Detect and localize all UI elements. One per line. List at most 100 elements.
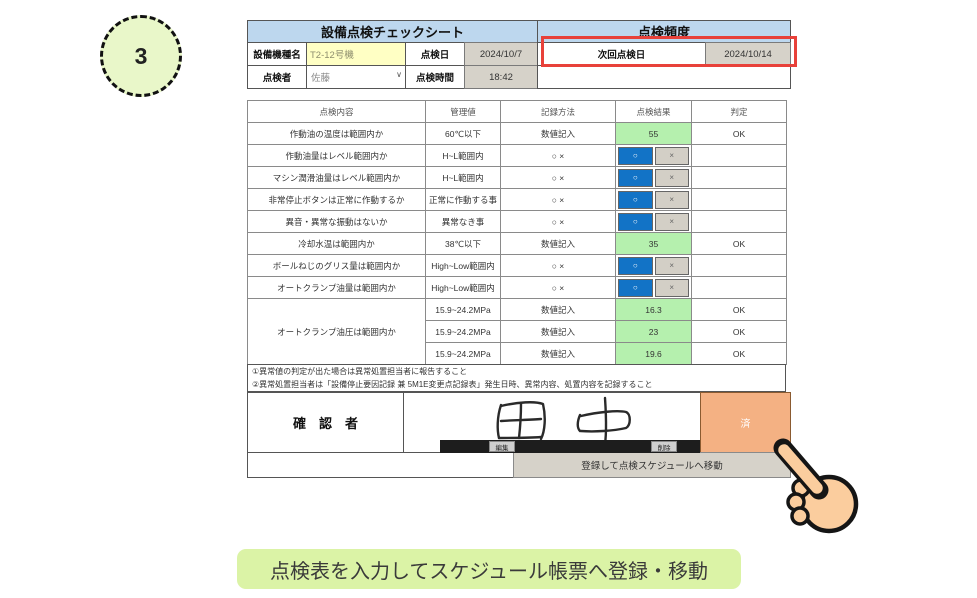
method-value: ○ × — [500, 276, 616, 299]
result-toggle: ○ × — [618, 278, 689, 297]
result-number-field[interactable]: 55 — [615, 122, 692, 145]
item-label: 非常停止ボタンは正常に作動するか — [247, 188, 426, 211]
table-row: オートクランプ油量は範囲内か High~Low範囲内 ○ × ○ × — [247, 276, 787, 299]
method-value: ○ × — [500, 188, 616, 211]
item-label: オートクランプ油量は範囲内か — [247, 276, 426, 299]
method-value: ○ × — [500, 144, 616, 167]
table-row: ボールねじのグリス量は範囲内か High~Low範囲内 ○ × ○ × — [247, 254, 787, 277]
item-label: 冷却水温は範囲内か — [247, 232, 426, 255]
limit-value: 38℃以下 — [425, 232, 501, 255]
notes-box: ①異常値の判定が出た場合は異常処置担当者に報告すること ②異常処置担当者は「設備… — [247, 364, 786, 392]
judgment-value — [691, 254, 787, 277]
signature-edit-button[interactable]: 編集 — [489, 441, 515, 452]
limit-value: 15.9~24.2MPa — [425, 320, 501, 343]
cross-toggle-button[interactable]: × — [654, 168, 689, 187]
col-method: 記録方法 — [500, 100, 616, 123]
judgment-value: OK — [691, 342, 787, 365]
item-label: 作動油の温度は範囲内か — [247, 122, 426, 145]
table-row: 異音・異常な振動はないか 異常なき事 ○ × ○ × — [247, 210, 787, 233]
col-judgment: 判定 — [691, 100, 787, 123]
limit-value: 15.9~24.2MPa — [425, 342, 501, 365]
table-row: 作動油の温度は範囲内か 60℃以下 数値記入 55 OK — [247, 122, 787, 145]
circle-toggle-button[interactable]: ○ — [618, 190, 653, 209]
method-value: ○ × — [500, 210, 616, 233]
method-value: 数値記入 — [500, 298, 616, 321]
inspector-value: 佐藤 — [311, 73, 331, 84]
chevron-down-icon: ∨ — [396, 70, 402, 79]
inspector-select[interactable]: 佐藤 ∨ — [306, 65, 406, 89]
header-empty-cell — [537, 65, 791, 89]
limit-value: 60℃以下 — [425, 122, 501, 145]
note-line-2: ②異常処置担当者は「設備停止要因記録 兼 5M1E変更点記録表」発生日時、異常内… — [252, 379, 653, 389]
item-label: 異音・異常な振動はないか — [247, 210, 426, 233]
confirmer-label: 確 認 者 — [247, 392, 404, 453]
table-row: オートクランプ油圧は範囲内か 15.9~24.2MPa 数値記入 16.3 OK — [247, 298, 787, 365]
circle-toggle-button[interactable]: ○ — [618, 168, 653, 187]
cross-toggle-button[interactable]: × — [654, 212, 689, 231]
circle-toggle-button[interactable]: ○ — [618, 278, 653, 297]
judgment-value: OK — [691, 232, 787, 255]
limit-value: High~Low範囲内 — [425, 254, 501, 277]
method-value: ○ × — [500, 254, 616, 277]
method-value: 数値記入 — [500, 122, 616, 145]
sheet-title: 設備点検チェックシート — [247, 20, 538, 43]
result-number-field[interactable]: 35 — [615, 232, 692, 255]
register-and-go-button[interactable]: 登録して点検スケジュールへ移動 — [513, 452, 791, 478]
result-toggle: ○ × — [618, 190, 689, 209]
cross-toggle-button[interactable]: × — [654, 278, 689, 297]
method-value: 数値記入 — [500, 342, 616, 365]
judgment-value — [691, 166, 787, 189]
table-row: マシン潤滑油量はレベル範囲内か H~L範囲内 ○ × ○ × — [247, 166, 787, 189]
judgment-value: OK — [691, 298, 787, 321]
judgment-value — [691, 144, 787, 167]
cross-toggle-button[interactable]: × — [654, 256, 689, 275]
col-content: 点検内容 — [247, 100, 426, 123]
time-label: 点検時間 — [405, 65, 465, 89]
result-number-field[interactable]: 16.3 — [615, 298, 692, 321]
judgment-value — [691, 210, 787, 233]
limit-value: H~L範囲内 — [425, 166, 501, 189]
item-label: マシン潤滑油量はレベル範囲内か — [247, 166, 426, 189]
limit-value: 正常に作動する事 — [425, 188, 501, 211]
judgment-value: OK — [691, 320, 787, 343]
result-number-field[interactable]: 23 — [615, 320, 692, 343]
hand-cursor-icon — [773, 438, 859, 534]
equipment-label: 設備機種名 — [247, 42, 307, 66]
circle-toggle-button[interactable]: ○ — [618, 212, 653, 231]
inspection-table: 点検内容 管理値 記録方法 点検結果 判定 作動油の温度は範囲内か 60℃以下 … — [247, 100, 787, 365]
method-value: 数値記入 — [500, 320, 616, 343]
inspection-date-field[interactable]: 2024/10/7 — [464, 42, 538, 66]
table-row: 15.9~24.2MPa 数値記入 23 OK — [248, 320, 787, 343]
step-number: 3 — [134, 42, 148, 69]
circle-toggle-button[interactable]: ○ — [618, 146, 653, 165]
result-toggle: ○ × — [618, 256, 689, 275]
caption-banner: 点検表を入力してスケジュール帳票へ登録・移動 — [237, 549, 741, 589]
col-limit: 管理値 — [425, 100, 501, 123]
next-date-highlight — [541, 36, 797, 67]
result-number-field[interactable]: 19.6 — [615, 342, 692, 365]
judgment-value: OK — [691, 122, 787, 145]
item-label-merged: オートクランプ油圧は範囲内か — [247, 298, 426, 365]
table-row: 15.9~24.2MPa 数値記入 19.6 OK — [248, 342, 787, 365]
step-badge: 3 — [100, 15, 182, 97]
note-line-1: ①異常値の判定が出た場合は異常処置担当者に報告すること — [252, 367, 468, 376]
circle-toggle-button[interactable]: ○ — [618, 256, 653, 275]
method-value: 数値記入 — [500, 232, 616, 255]
table-row: 冷却水温は範囲内か 38℃以下 数値記入 35 OK — [247, 232, 787, 255]
item-label: ボールねじのグリス量は範囲内か — [247, 254, 426, 277]
footer-empty-cell — [247, 452, 514, 478]
result-toggle: ○ × — [618, 212, 689, 231]
result-toggle: ○ × — [618, 146, 689, 165]
signature-delete-button[interactable]: 削除 — [651, 441, 677, 452]
cross-toggle-button[interactable]: × — [654, 146, 689, 165]
limit-value: High~Low範囲内 — [425, 276, 501, 299]
inspection-time-field[interactable]: 18:42 — [464, 65, 538, 89]
inspector-label: 点検者 — [247, 65, 307, 89]
judgment-value — [691, 276, 787, 299]
equipment-name-field[interactable]: T2-12号機 — [306, 42, 406, 66]
limit-value: H~L範囲内 — [425, 144, 501, 167]
limit-value: 異常なき事 — [425, 210, 501, 233]
method-value: ○ × — [500, 166, 616, 189]
cross-toggle-button[interactable]: × — [654, 190, 689, 209]
